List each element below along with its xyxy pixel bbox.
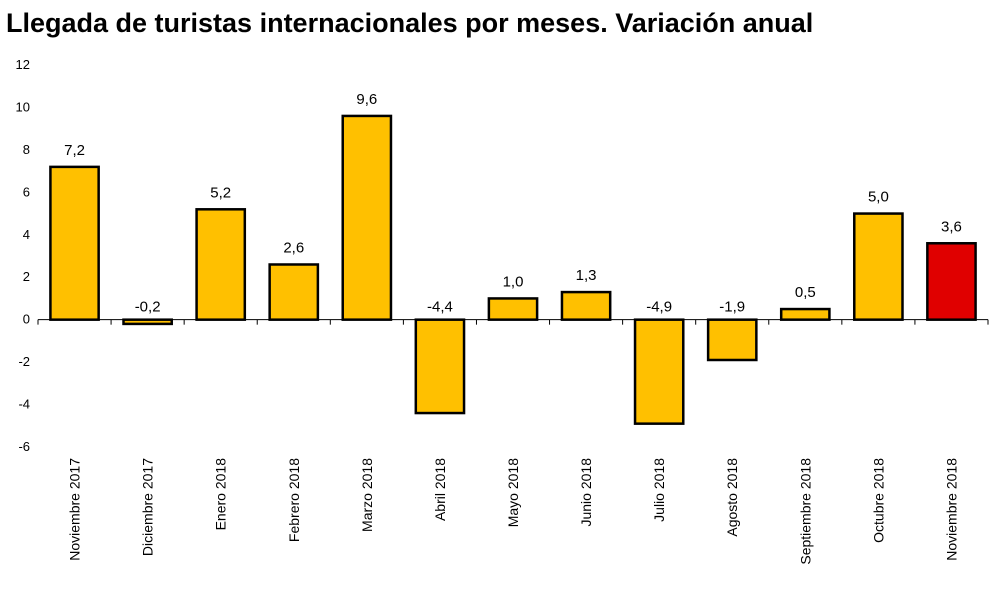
bar (853, 212, 904, 321)
data-label: -0,2 (135, 299, 161, 316)
x-axis (37, 319, 989, 325)
category-label: Mayo 2018 (505, 458, 521, 527)
y-tick-label: 8 (23, 142, 30, 157)
bar (49, 165, 100, 321)
category-label: Diciembre 2017 (140, 458, 156, 556)
y-tick-label: 4 (23, 227, 30, 242)
y-tick-label: 12 (16, 57, 30, 72)
category-label: Marzo 2018 (359, 458, 375, 532)
bar (122, 318, 173, 326)
data-label: 5,2 (210, 184, 231, 201)
y-tick-label: -4 (18, 397, 30, 412)
data-label: 2,6 (283, 239, 304, 256)
bar (341, 114, 393, 321)
data-labels: 7,2 -0,2 5,2 2,6 9,6 -4,4 1,0 1,3 -4,9 -1,9 0,5 5,0… (64, 91, 962, 316)
y-tick-label: 10 (16, 99, 30, 114)
category-label: Agosto 2018 (724, 458, 740, 537)
category-label: Enero 2018 (213, 458, 229, 531)
category-label: Septiembre 2018 (797, 458, 813, 565)
category-label: Noviembre 2018 (943, 458, 959, 561)
bar (633, 318, 685, 425)
data-label: 3,6 (941, 218, 962, 235)
y-tick-label: 2 (23, 269, 30, 284)
category-label: Julio 2018 (651, 458, 667, 522)
category-labels: Noviembre 2017 Diciembre 2017 Enero 2018 Fe… (67, 458, 960, 565)
data-label: -4,4 (427, 299, 453, 316)
category-label: Abril 2018 (432, 458, 448, 521)
data-label: -1,9 (719, 299, 745, 316)
category-label: Junio 2018 (578, 458, 594, 527)
bar (487, 297, 539, 321)
data-label: -4,9 (646, 299, 672, 316)
y-tick-label: 0 (23, 312, 30, 327)
y-tick-label: -2 (18, 354, 30, 369)
bar (706, 318, 758, 362)
chart-title: Llegada de turistas internacionales por … (6, 8, 814, 38)
category-label: Noviembre 2017 (67, 458, 83, 561)
y-axis: -6 -4 -2 0 2 4 6 8 10 12 (16, 57, 30, 454)
bar (195, 208, 247, 321)
bar (926, 242, 977, 321)
data-label: 1,3 (576, 267, 597, 284)
data-label: 0,5 (795, 284, 816, 301)
data-label: 5,0 (868, 189, 889, 206)
data-label: 9,6 (356, 91, 377, 108)
category-label: Febrero 2018 (286, 458, 302, 542)
category-label: Octubre 2018 (870, 458, 886, 543)
y-tick-label: 6 (23, 184, 30, 199)
bar (268, 263, 320, 321)
bar (414, 318, 466, 415)
data-label: 1,0 (503, 273, 524, 290)
data-label: 7,2 (64, 142, 85, 159)
bars (49, 114, 977, 425)
y-tick-label: -6 (18, 439, 30, 454)
bar (560, 290, 612, 321)
bar (779, 307, 831, 321)
